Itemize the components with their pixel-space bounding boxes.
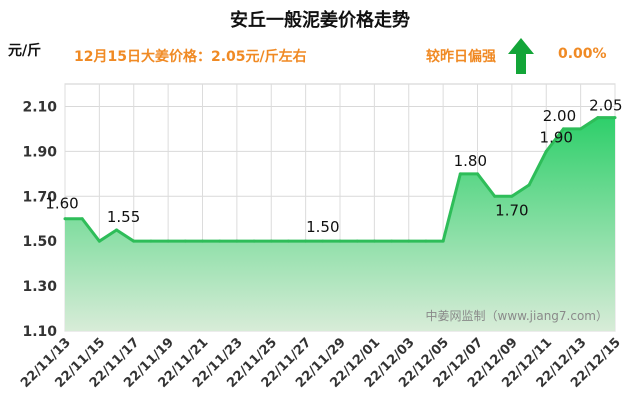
watermark-text: 中姜网监制（www.jiang7.com）: [426, 308, 608, 323]
up-arrow-icon: [508, 38, 534, 74]
price-data-point: [166, 239, 170, 243]
price-data-point: [97, 239, 101, 243]
price-data-point: [424, 239, 428, 243]
y-tick-label: 2.10: [22, 99, 57, 115]
price-data-point: [286, 239, 290, 243]
price-data-point: [390, 239, 394, 243]
change-percent: 0.00%: [558, 46, 607, 62]
price-data-point: [304, 239, 308, 243]
price-data-point: [441, 239, 445, 243]
y-tick-label: 1.30: [22, 279, 57, 295]
y-tick-label: 1.10: [22, 324, 57, 340]
data-label: 1.90: [540, 128, 573, 146]
data-label: 1.55: [107, 208, 140, 226]
price-data-point: [407, 239, 411, 243]
y-tick-label: 1.70: [22, 189, 57, 205]
price-data-point: [149, 239, 153, 243]
price-data-point: [458, 172, 462, 176]
price-data-point: [235, 239, 239, 243]
price-data-point: [338, 239, 342, 243]
y-tick-label: 1.50: [22, 234, 57, 250]
price-note: 12月15日大姜价格：2.05元/斤左右: [74, 49, 307, 65]
chart-title: 安丘一般泥姜价格走势: [230, 10, 410, 31]
data-label: 1.80: [454, 152, 487, 170]
y-axis-unit-label: 元/斤: [8, 43, 42, 59]
price-data-point: [321, 239, 325, 243]
compare-label: 较昨日偏强: [426, 49, 496, 65]
price-data-point: [80, 217, 84, 221]
price-data-point: [579, 127, 583, 131]
price-data-point: [476, 172, 479, 176]
price-data-point: [63, 217, 67, 221]
price-data-point: [527, 183, 531, 187]
data-label: 1.50: [306, 218, 339, 236]
price-data-point: [115, 228, 119, 232]
price-data-point: [596, 116, 600, 120]
price-data-point: [544, 149, 548, 153]
data-label: 2.05: [589, 97, 622, 115]
price-data-point: [218, 239, 222, 243]
data-label: 1.70: [495, 201, 528, 219]
price-area-fill: [65, 117, 615, 331]
price-data-point: [493, 194, 497, 198]
data-label: 1.60: [45, 195, 78, 213]
price-data-point: [252, 239, 256, 243]
y-tick-label: 1.90: [22, 144, 57, 160]
price-data-point: [183, 239, 187, 243]
price-data-point: [132, 239, 136, 243]
price-data-point: [372, 239, 376, 243]
price-data-point: [201, 239, 204, 243]
price-data-point: [613, 116, 617, 120]
price-data-point: [269, 239, 273, 243]
price-data-point: [510, 194, 514, 198]
price-data-point: [355, 239, 359, 243]
price-data-point: [561, 127, 565, 131]
data-label: 2.00: [543, 107, 576, 125]
